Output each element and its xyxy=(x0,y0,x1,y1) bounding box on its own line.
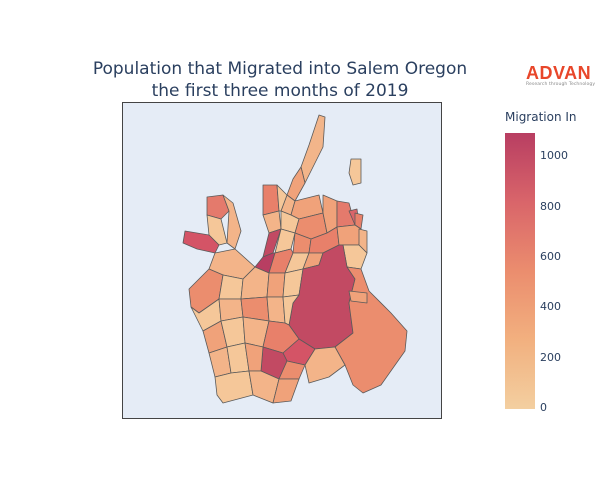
tract-midwest-a[interactable] xyxy=(218,274,244,300)
tract-midwest-c[interactable] xyxy=(266,272,286,298)
tract-northeast-small[interactable] xyxy=(348,158,362,186)
colorbar-tick-400: 400 xyxy=(540,300,561,313)
title-line-2: the first three months of 2019 xyxy=(151,81,409,101)
tract-northwest-a[interactable] xyxy=(206,194,230,220)
logo-word: ADVAN xyxy=(526,63,592,83)
colorbar-tick-200: 200 xyxy=(540,351,561,364)
choropleth-map[interactable] xyxy=(123,103,441,418)
tract-north-mid[interactable] xyxy=(286,166,306,202)
colorbar-tick-0: 0 xyxy=(540,401,547,414)
tract-south-tail-e[interactable] xyxy=(304,346,346,384)
tract-south-bottom-c[interactable] xyxy=(272,378,300,404)
map-frame[interactable] xyxy=(122,102,442,419)
tract-southwest-e[interactable] xyxy=(282,294,300,326)
tract-south-bottom-a[interactable] xyxy=(214,370,254,404)
colorbar-title: Migration In xyxy=(505,110,577,124)
advan-logo: ADVAN Research through Technology xyxy=(526,64,596,88)
chart-title: Population that Migrated into Salem Oreg… xyxy=(60,58,500,102)
title-line-1: Population that Migrated into Salem Oreg… xyxy=(92,59,468,79)
tract-north-strip[interactable] xyxy=(300,114,326,184)
colorbar-tick-800: 800 xyxy=(540,200,561,213)
colorbar-tick-600: 600 xyxy=(540,250,561,263)
logo-tagline: Research through Technology xyxy=(526,82,596,87)
tract-downtown-e[interactable] xyxy=(336,224,362,246)
tract-far-east-small[interactable] xyxy=(348,290,368,304)
colorbar xyxy=(505,133,535,409)
tract-north-block-c[interactable] xyxy=(262,184,280,216)
colorbar-tick-1000: 1000 xyxy=(540,149,568,162)
tract-southwest-d[interactable] xyxy=(266,296,286,324)
